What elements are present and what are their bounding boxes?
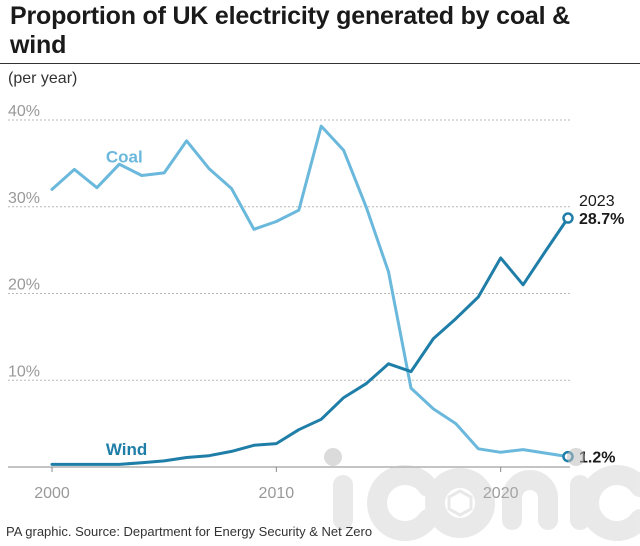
y-axis-ticks: 10% 20% 30% 40% [8, 103, 40, 380]
line-chart: 10% 20% 30% 40% 2000 2010 2020 Coal Wind 202328… [8, 103, 625, 502]
y-tick-label: 20% [8, 277, 40, 294]
end-year-label: 2023 [579, 193, 615, 210]
x-tick-label: 2010 [259, 485, 295, 502]
gridlines [8, 119, 570, 468]
coal-end-value-label: 1.2% [579, 450, 615, 467]
x-tick-label: 2020 [483, 485, 519, 502]
coal-line [50, 124, 570, 459]
coal-series-label: Coal [106, 148, 143, 167]
chart-title: Proportion of UK electricity generated b… [10, 2, 570, 59]
y-tick-label: 40% [8, 103, 40, 120]
title-divider [0, 63, 640, 64]
x-tick-label: 2000 [34, 485, 70, 502]
y-tick-label: 10% [8, 363, 40, 380]
wind-series-label: Wind [106, 440, 147, 459]
y-tick-label: 30% [8, 190, 40, 207]
chart-subtitle: (per year) [8, 70, 78, 87]
x-axis-ticks: 2000 2010 2020 [34, 467, 519, 502]
wind-line-end-marker [562, 212, 574, 224]
source-note: PA graphic. Source: Department for Energ… [6, 524, 373, 539]
wind-end-value-label: 28.7% [579, 211, 624, 228]
wind-line [50, 216, 570, 466]
